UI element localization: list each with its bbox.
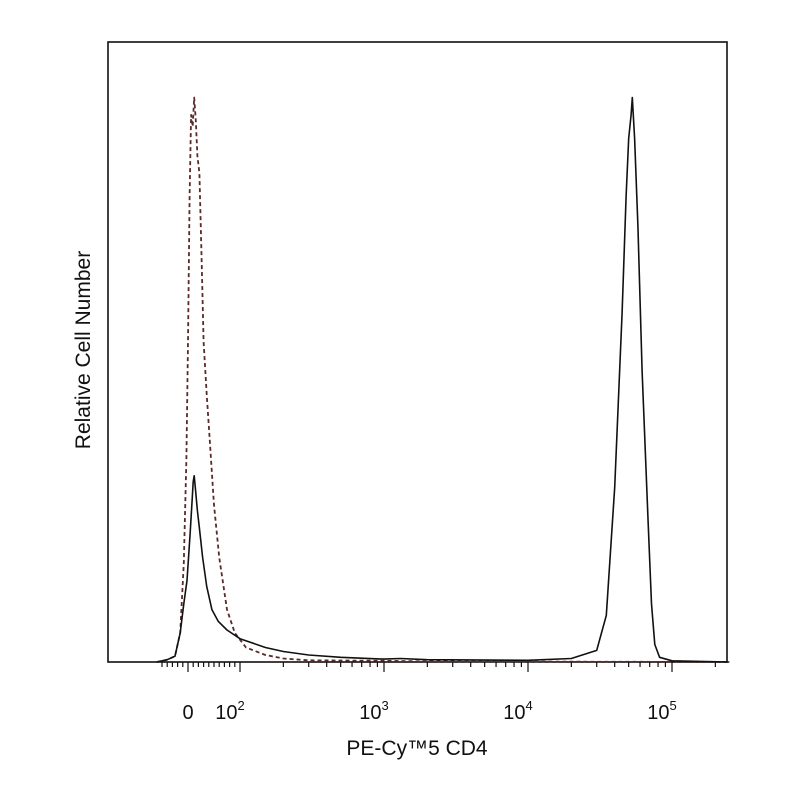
- series-line-solid: [156, 96, 730, 663]
- x-tick-label: 0: [182, 702, 193, 724]
- x-tick-label: 104: [503, 698, 532, 724]
- x-tick-label: 103: [359, 698, 388, 724]
- series-layer: [156, 96, 730, 663]
- x-axis-ticks: [161, 662, 716, 672]
- x-tick-label: 102: [215, 698, 244, 724]
- x-tick-label: 105: [647, 698, 676, 724]
- x-axis-tick-labels: 0 102 103 104 105: [182, 698, 676, 724]
- y-axis-title: Relative Cell Number: [72, 251, 95, 449]
- series-line-dashed: [156, 96, 730, 663]
- x-axis-title: PE-Cy™5 CD4: [346, 737, 488, 760]
